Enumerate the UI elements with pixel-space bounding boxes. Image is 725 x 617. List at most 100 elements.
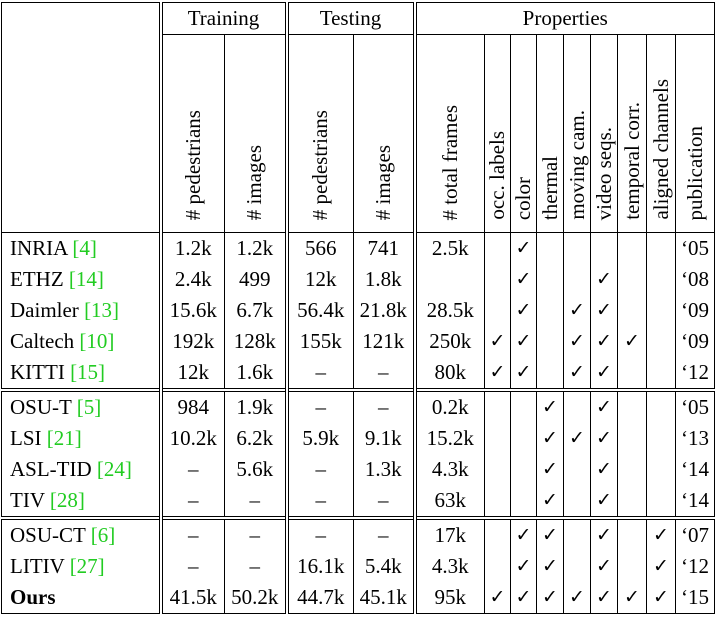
value-cell: 6.2k — [224, 423, 287, 454]
column-header-label: aligned channels — [648, 79, 673, 220]
check-icon: ✓ — [596, 427, 612, 449]
property-cell — [646, 357, 676, 390]
property-cell — [536, 326, 564, 357]
check-icon: ✓ — [515, 361, 532, 383]
check-icon: ✓ — [596, 361, 612, 383]
table-row: OSU-CT [6] – – – –17k ✓ ✓ ✓ ✓ ‘07 — [1, 516, 715, 551]
dataset-comparison-table: Training Testing Properties # pedestrian… — [1, 2, 715, 614]
property-cell — [617, 357, 647, 390]
citation-link[interactable]: [4] — [72, 236, 97, 260]
property-cell — [617, 264, 647, 295]
value-cell: – — [284, 357, 354, 390]
value-cell: 499 — [224, 264, 287, 295]
property-cell — [617, 516, 647, 551]
check-icon: ✓ — [596, 268, 612, 290]
dataset-name: ETHZ — [10, 267, 64, 291]
dataset-name-cell: ASL-TID [24] — [1, 454, 161, 485]
property-cell: ✓ — [590, 485, 618, 518]
value-cell: – — [284, 388, 354, 423]
citation-link[interactable]: [28] — [49, 488, 85, 512]
check-icon: ✓ — [489, 361, 506, 383]
value-cell: 2.4k — [158, 264, 225, 295]
check-icon: ✓ — [569, 361, 585, 383]
property-cell — [646, 264, 676, 295]
check-icon: ✓ — [542, 555, 558, 577]
citation-link[interactable]: [27] — [69, 554, 105, 578]
value-cell: – — [284, 516, 354, 551]
property-cell — [646, 423, 676, 454]
check-icon: ✓ — [515, 299, 532, 321]
dataset-name-cell: Daimler [13] — [1, 295, 161, 326]
check-icon: ✓ — [489, 586, 506, 608]
dataset-name: KITTI — [10, 360, 65, 384]
table-row: LSI [21] 10.2k 6.2k 5.9k 9.1k 15.2k ✓ ✓ ✓ ‘13 — [1, 423, 715, 454]
empty-corner — [1, 2, 161, 233]
property-cell: ✓ — [563, 295, 591, 326]
value-cell: 95k — [412, 582, 485, 614]
dataset-name: OSU-T — [10, 395, 72, 419]
property-cell — [484, 295, 511, 326]
check-icon: ✓ — [515, 586, 532, 608]
property-cell: ✓ — [646, 551, 676, 582]
value-cell: 192k — [158, 326, 225, 357]
citation-link[interactable]: [15] — [70, 360, 106, 384]
citation-link[interactable]: [24] — [96, 457, 132, 481]
property-cell: ✓ — [536, 423, 564, 454]
column-header: publication — [675, 34, 715, 233]
citation-link[interactable]: [21] — [46, 426, 82, 450]
property-cell — [536, 295, 564, 326]
value-cell: 16.1k — [284, 551, 354, 582]
value-cell: 155k — [284, 326, 354, 357]
value-cell: – — [353, 516, 415, 551]
table-row: Ours 41.5k 50.2k 44.7k 45.1k 95k ✓ ✓ ✓ ✓ ✓ ✓ ✓ ‘15 — [1, 582, 715, 614]
property-cell — [646, 388, 676, 423]
property-cell — [536, 232, 564, 264]
property-cell: ✓ — [536, 454, 564, 485]
citation-link[interactable]: [6] — [90, 523, 116, 547]
dataset-name-cell: INRIA [4] — [1, 232, 161, 264]
check-icon: ✓ — [596, 330, 612, 352]
dataset-name: ASL-TID — [10, 457, 92, 481]
dataset-name-cell: OSU-T [5] — [1, 388, 161, 423]
property-cell: ✓ — [510, 551, 537, 582]
table-row: INRIA [4] 1.2k 1.2k 566 741 2.5k ✓ ‘05 — [1, 232, 715, 264]
property-cell: ✓ — [484, 582, 511, 614]
check-icon: ✓ — [653, 555, 669, 577]
dataset-name: INRIA — [10, 236, 68, 260]
citation-link[interactable]: [14] — [68, 267, 104, 291]
value-cell: 566 — [284, 232, 354, 264]
publication-year: ‘13 — [675, 423, 715, 454]
property-cell: ✓ — [563, 582, 591, 614]
property-cell: ✓ — [590, 454, 618, 485]
check-icon: ✓ — [653, 524, 669, 546]
column-header: # images — [353, 34, 415, 233]
dataset-name: OSU-CT — [10, 523, 86, 547]
column-header-label: # total frames — [437, 104, 462, 220]
dataset-name-cell: LITIV [27] — [1, 551, 161, 582]
value-cell: 28.5k — [412, 295, 485, 326]
property-cell — [563, 264, 591, 295]
value-cell: 5.9k — [284, 423, 354, 454]
property-cell: ✓ — [590, 516, 618, 551]
property-cell: ✓ — [536, 551, 564, 582]
publication-year: ‘12 — [675, 357, 715, 390]
value-cell: 15.6k — [158, 295, 225, 326]
property-cell: ✓ — [510, 326, 537, 357]
property-cell — [590, 232, 618, 264]
citation-link[interactable]: [10] — [79, 329, 115, 353]
value-cell: – — [224, 551, 287, 582]
table-row: Daimler [13] 15.6k 6.7k 56.4k 21.8k 28.5k ✓ ✓ ✓ ‘… — [1, 295, 715, 326]
property-cell: ✓ — [484, 357, 511, 390]
property-cell: ✓ — [617, 326, 647, 357]
value-cell: 21.8k — [353, 295, 415, 326]
check-icon: ✓ — [596, 489, 612, 511]
property-cell — [510, 423, 537, 454]
check-icon: ✓ — [569, 299, 585, 321]
value-cell: 1.2k — [158, 232, 225, 264]
value-cell: 4.3k — [412, 454, 485, 485]
citation-link[interactable]: [5] — [76, 395, 102, 419]
column-header: # total frames — [412, 34, 485, 233]
citation-link[interactable]: [13] — [84, 298, 120, 322]
check-icon: ✓ — [624, 330, 640, 352]
property-cell — [484, 232, 511, 264]
